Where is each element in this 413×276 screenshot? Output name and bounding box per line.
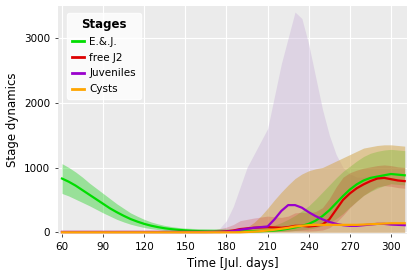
Y-axis label: Stage dynamics: Stage dynamics bbox=[5, 73, 19, 167]
X-axis label: Time [Jul. days]: Time [Jul. days] bbox=[187, 258, 278, 270]
Legend: E.&.J., free J2, Juveniles, Cysts: E.&.J., free J2, Juveniles, Cysts bbox=[66, 13, 141, 99]
